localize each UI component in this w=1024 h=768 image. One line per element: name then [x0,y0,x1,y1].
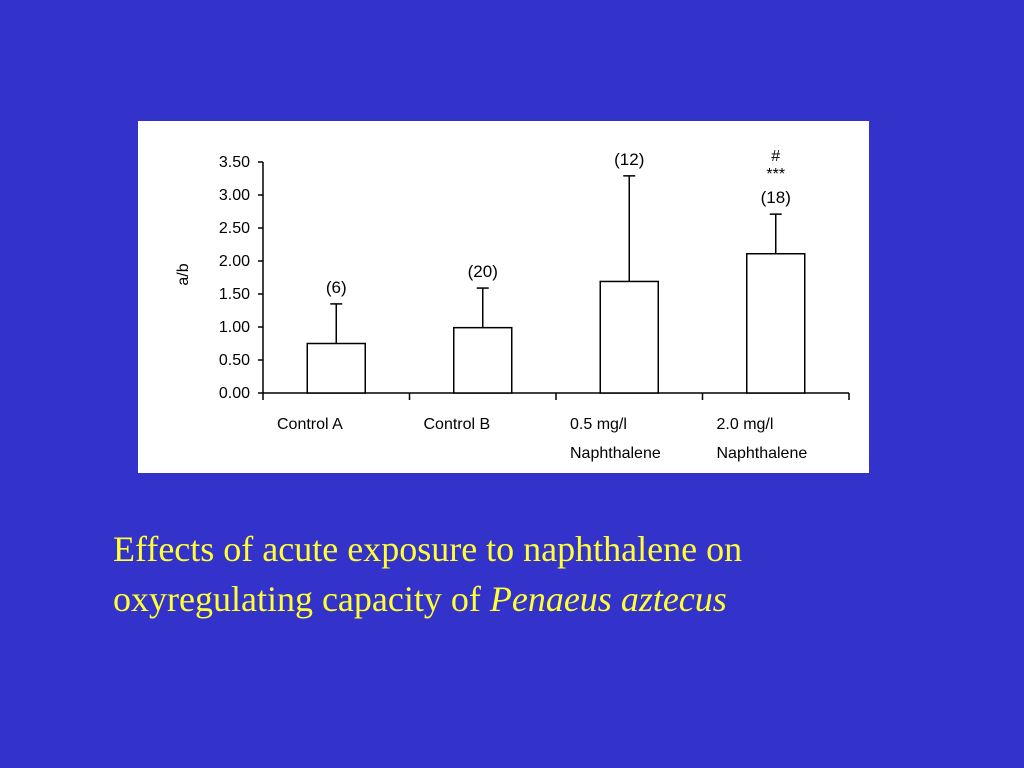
x-category-label: 0.5 mg/l [570,416,627,433]
y-tick-label: 1.50 [219,286,250,303]
y-axis-label: a/b [175,263,192,285]
bar-chart: 0.00 0.50 1.00 1.50 2.00 2.50 3.00 3.50 a/b (6) Co… [175,148,850,462]
sample-size-label: (6) [326,278,347,297]
x-category-label: 2.0 mg/l [717,416,774,433]
sample-size-label: (20) [468,262,498,281]
y-tick-label: 0.50 [219,352,250,369]
bar [306,342,366,394]
caption-line-2: oxyregulating capacity of Penaeus aztecu… [113,574,993,624]
slide-caption: Effects of acute exposure to naphthalene… [113,524,993,624]
x-category-label: Naphthalene [717,445,808,462]
caption-species-name: Penaeus aztecus [489,579,727,619]
bar [453,326,513,394]
sample-size-label: (12) [614,150,644,169]
x-category-label: Naphthalene [570,445,661,462]
caption-line-1: Effects of acute exposure to naphthalene… [113,529,743,569]
significance-label: *** [766,166,785,183]
sample-size-label: (18) [761,188,791,207]
chart-panel: 0.00 0.50 1.00 1.50 2.00 2.50 3.00 3.50 a/b (6) Co… [138,121,869,473]
y-tick-label: 3.00 [219,187,250,204]
y-tick-label: 2.00 [219,253,250,270]
x-category-label: Control B [424,416,491,433]
caption-line-2-prefix: oxyregulating capacity of [113,579,490,619]
y-tick-label: 2.50 [219,220,250,237]
y-tick-label: 3.50 [219,154,250,171]
y-tick-label: 0.00 [219,385,250,402]
bar [746,252,806,394]
significance-label: # [771,148,780,165]
bar [599,280,659,394]
x-category-label: Control A [277,416,343,433]
y-tick-label: 1.00 [219,319,250,336]
